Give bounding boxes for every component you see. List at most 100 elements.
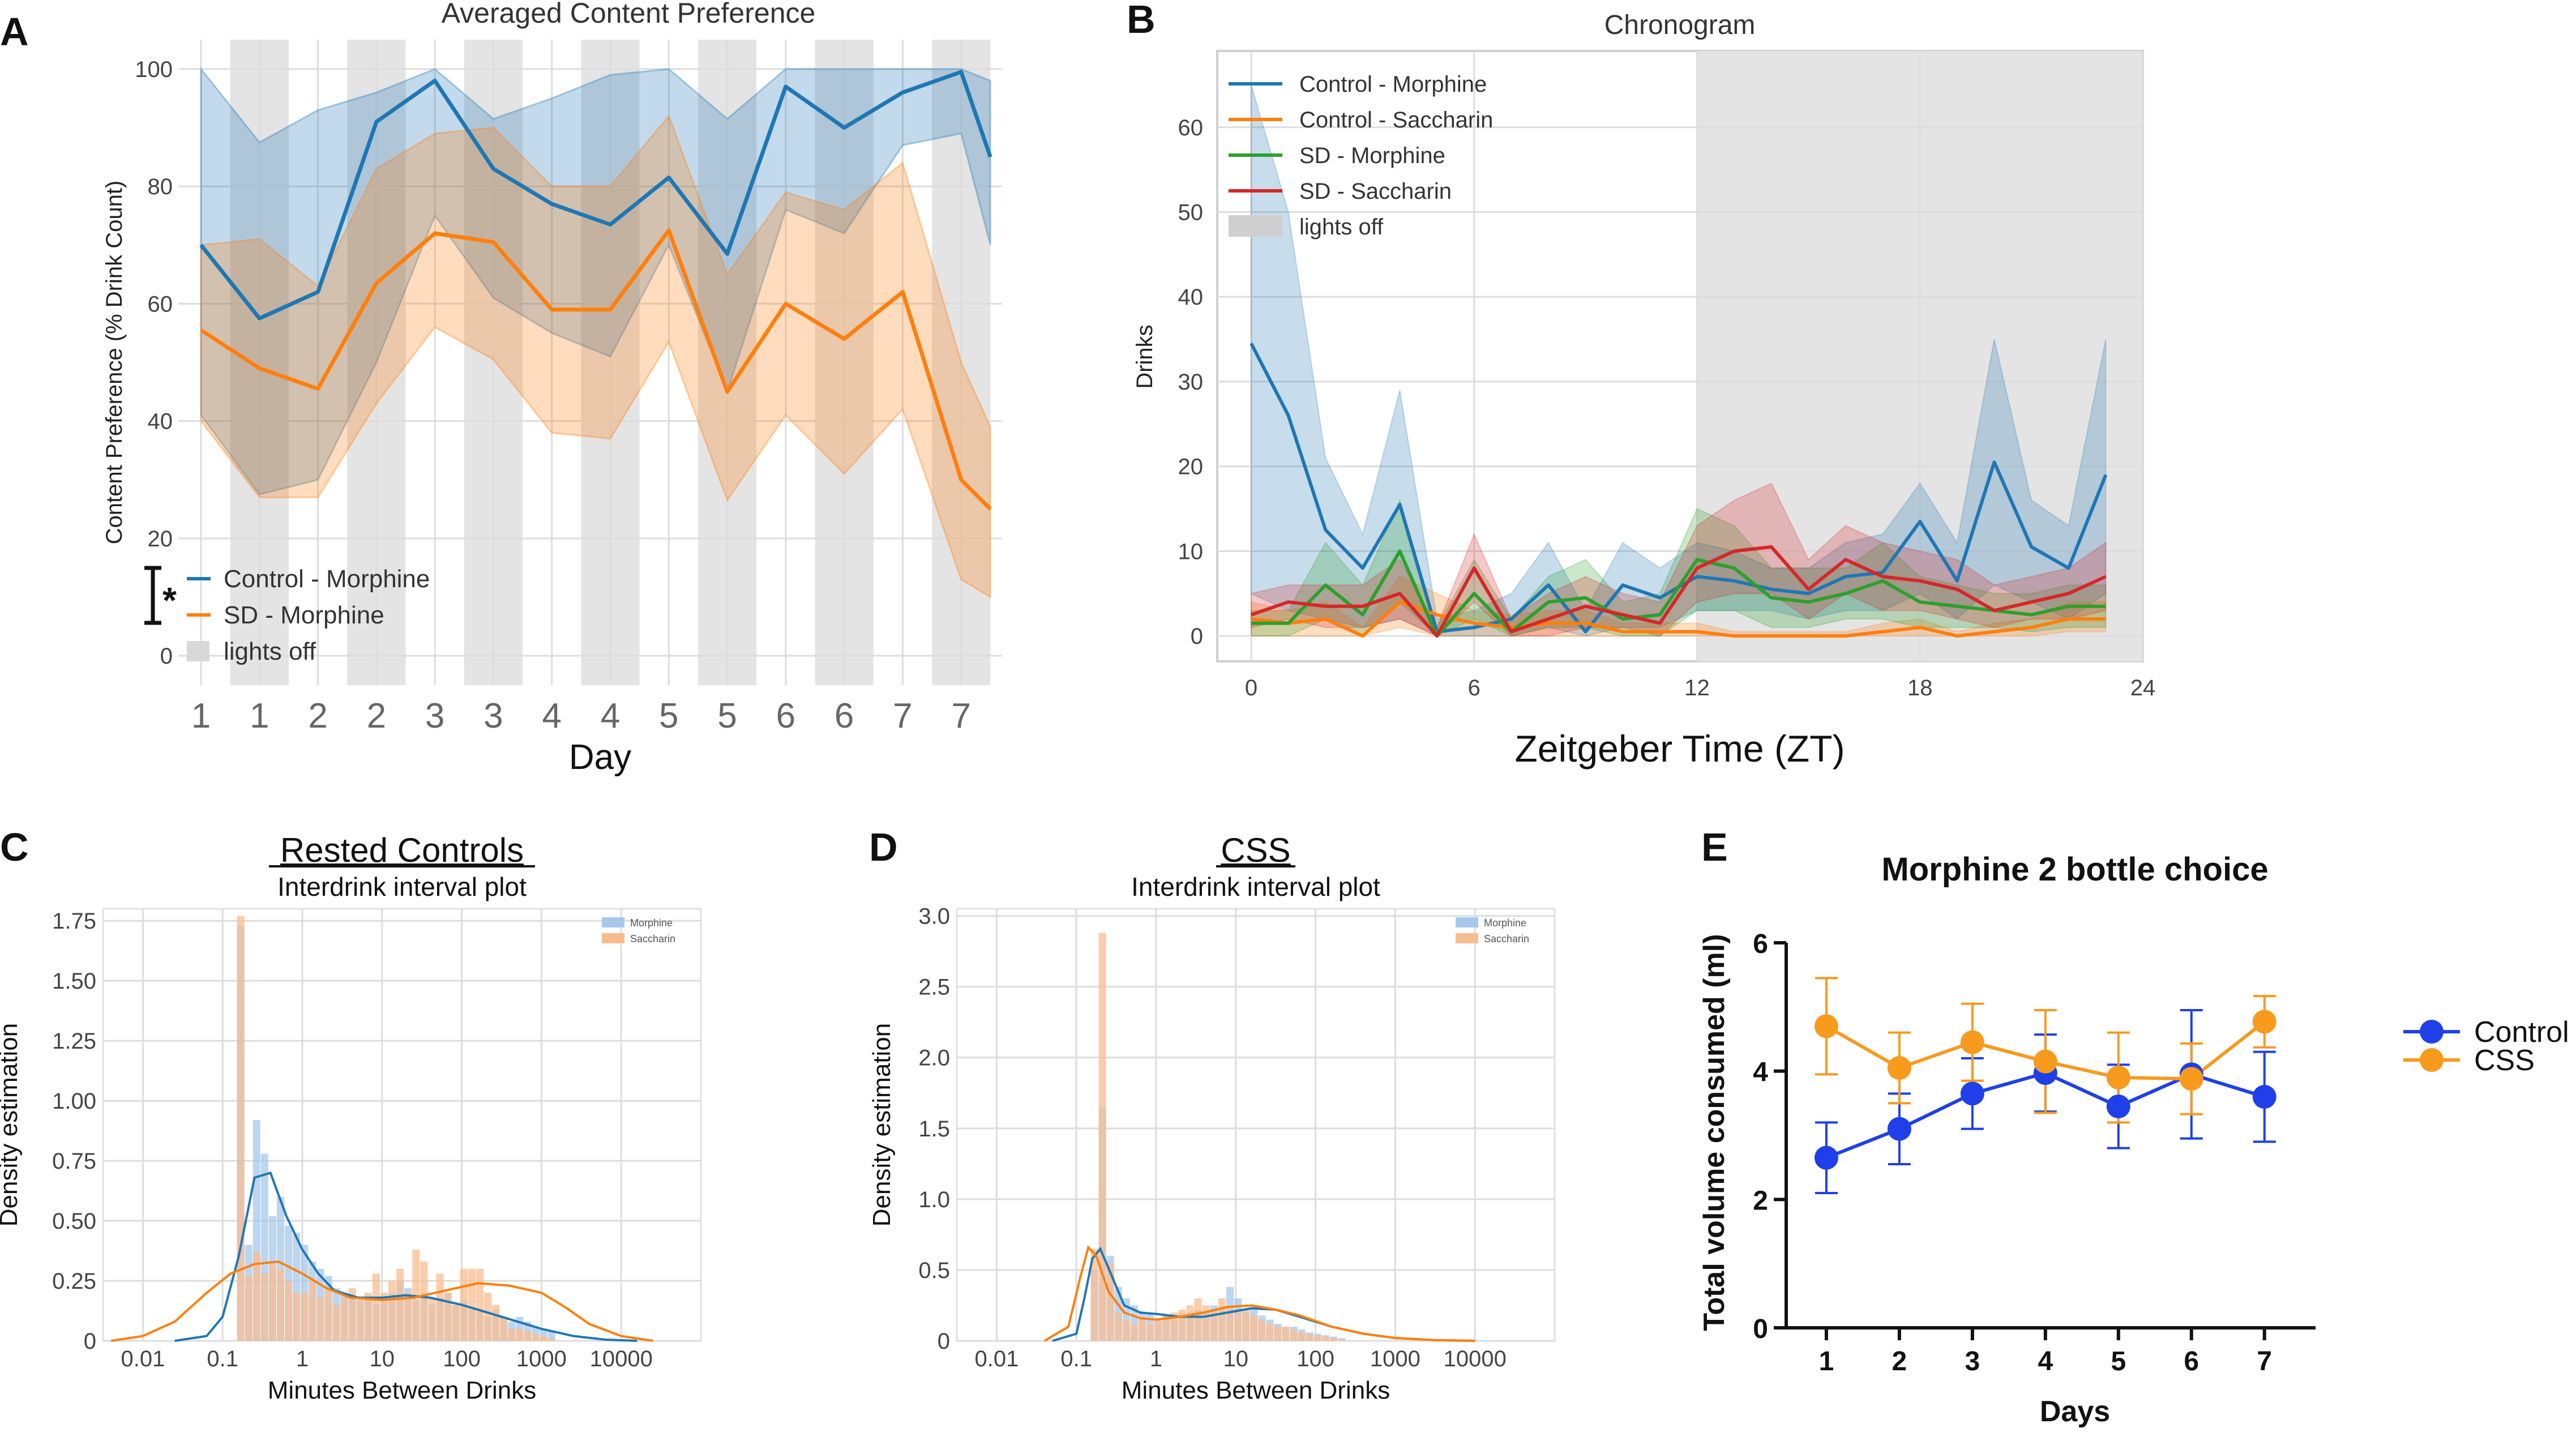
histogram-bar (484, 1293, 492, 1341)
histogram-bar (420, 1262, 428, 1341)
panel-letter-d: D (869, 825, 898, 869)
x-axis-label: Zeitgeber Time (ZT) (1514, 728, 1845, 770)
histogram-bar (1321, 1336, 1329, 1341)
histogram-bar (1250, 1315, 1258, 1341)
y-tick-label: 100 (135, 57, 173, 82)
x-tick-label: 10 (1223, 1346, 1249, 1371)
histogram-bar (293, 1293, 301, 1341)
histogram-bar (404, 1293, 412, 1341)
histogram-bar (332, 1305, 340, 1341)
legend-swatch (602, 917, 624, 927)
series-line (200, 228, 992, 511)
histogram-bar (1234, 1312, 1242, 1341)
histogram-bar (468, 1268, 476, 1341)
data-point (2033, 1049, 2057, 1074)
histogram-bar (1218, 1298, 1226, 1341)
y-tick-label: 60 (148, 292, 173, 317)
x-tick-label: 2 (1892, 1346, 1907, 1377)
legend-swatch (602, 933, 624, 943)
y-axis-label: Total volume consumed (ml) (1698, 934, 1731, 1331)
y-tick-label: 0.50 (52, 1209, 96, 1234)
x-tick-label: 6 (1468, 676, 1480, 700)
data-point (2252, 1085, 2277, 1109)
data-point (2106, 1095, 2130, 1118)
y-tick-label: 0 (1753, 1314, 1768, 1344)
x-tick-label: 1 (1150, 1346, 1162, 1371)
legend-label: SD - Morphine (224, 601, 384, 629)
histogram-bar (245, 1276, 253, 1341)
x-tick-label: 0.1 (207, 1346, 238, 1371)
y-tick-label: 20 (1178, 455, 1204, 480)
histogram-bar (500, 1316, 508, 1341)
histogram-bar (452, 1305, 460, 1341)
histogram-bar (324, 1288, 332, 1341)
y-tick-label: 0.25 (52, 1269, 96, 1294)
x-axis-label: Days (2040, 1395, 2110, 1428)
y-tick-label: 1.75 (52, 909, 96, 934)
histogram-bar (436, 1273, 444, 1341)
panel-b-chart: 0 10 20 30 40 50 60 0 6 12 18 24 Chronogram Zeitgeber… (1132, 10, 2155, 770)
histogram-bar (1313, 1335, 1321, 1341)
histogram-bar (301, 1293, 309, 1341)
y-axis-label: Content Preference (% Drink Count) (102, 181, 127, 545)
histogram-bar (524, 1331, 532, 1341)
y-axis-label: Density estimation (0, 1023, 23, 1226)
histogram-bar (1154, 1319, 1162, 1341)
x-tick-label: 10000 (1444, 1346, 1507, 1371)
histogram-bar (1242, 1309, 1250, 1341)
series-band (1251, 84, 2107, 637)
series-line (1251, 549, 2106, 638)
histogram-bar (547, 1338, 555, 1341)
series-line (199, 70, 992, 320)
y-tick-label: 40 (1178, 285, 1204, 310)
histogram-bar (1258, 1319, 1266, 1341)
x-tick-label: 3 (483, 696, 503, 736)
x-tick-label: 4 (2038, 1346, 2053, 1377)
x-tick-label: 10000 (590, 1346, 653, 1371)
legend-label: Morphine (630, 917, 673, 929)
series-line (1251, 600, 2106, 638)
histogram-bar (309, 1281, 316, 1341)
histogram-bar (1210, 1309, 1218, 1341)
histogram-bar (340, 1297, 348, 1341)
histogram-bar (237, 916, 245, 1341)
x-tick-label: 0.01 (121, 1346, 165, 1371)
x-tick-label: 2 (308, 696, 327, 736)
x-tick-label: 4 (601, 696, 620, 736)
histogram-bar (1266, 1323, 1274, 1341)
x-tick-label: 18 (1907, 676, 1933, 700)
y-tick-label: 1.5 (918, 1117, 950, 1142)
panel-letter-b: B (1127, 0, 1156, 41)
legend-label: Control - Morphine (224, 565, 430, 593)
y-tick-label: 1.25 (52, 1029, 96, 1054)
x-tick-label: 6 (776, 696, 795, 736)
histogram-bar (1202, 1305, 1210, 1341)
y-tick-label: 40 (148, 409, 173, 434)
x-tick-label: 5 (717, 696, 737, 736)
legend-label: Control - Morphine (1299, 72, 1487, 97)
x-tick-label: 5 (659, 696, 678, 736)
chart-title: Morphine 2 bottle choice (1881, 851, 2268, 888)
y-tick-label: 6 (1753, 929, 1768, 959)
histogram-bar (253, 1252, 260, 1341)
histogram-bar (1226, 1305, 1234, 1341)
histogram-bar (1178, 1309, 1186, 1341)
histogram-bar (1290, 1329, 1298, 1341)
series-line (1251, 545, 2107, 638)
y-tick-label: 2.0 (918, 1046, 950, 1071)
histogram-bar (1194, 1298, 1202, 1341)
legend-swatch (187, 641, 209, 661)
legend-label: SD - Saccharin (1299, 179, 1452, 204)
legend-label: CSS (2474, 1044, 2535, 1077)
panel-heading: CSS (1221, 831, 1290, 869)
x-tick-label: 10 (370, 1346, 395, 1371)
x-tick-label: 1 (296, 1346, 309, 1371)
kde-curve (110, 1260, 653, 1342)
panel-heading: Rested Controls (280, 831, 524, 869)
panel-letter-a: A (0, 10, 29, 54)
y-tick-label: 20 (148, 527, 173, 552)
panel-letter-e: E (1701, 825, 1728, 869)
histogram-bar (1282, 1326, 1290, 1341)
y-tick-label: 50 (1178, 200, 1204, 225)
